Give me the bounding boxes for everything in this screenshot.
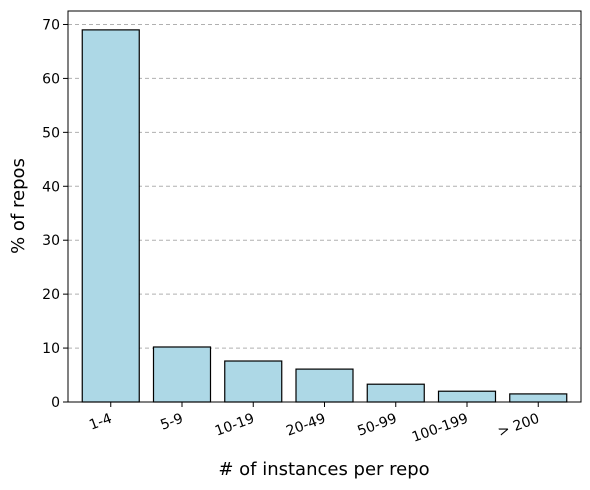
bars [81, 29, 568, 403]
x-tick-label: 20-49 [284, 411, 328, 440]
y-axis-title: % of repos [8, 158, 29, 254]
y-tick-label: 0 [51, 395, 60, 411]
x-tick-label: > 200 [496, 411, 542, 441]
bar-4 [366, 383, 425, 403]
bar-2 [224, 360, 283, 403]
x-tick-label: 10-19 [213, 411, 257, 440]
y-tick-label: 40 [42, 179, 60, 195]
x-tick-label: 1-4 [87, 411, 114, 434]
gridlines [68, 23, 581, 349]
bar-0 [81, 29, 140, 403]
y-tick-label: 20 [42, 287, 60, 303]
plot-frame [67, 10, 582, 403]
bar-3 [295, 368, 354, 403]
y-tick-label: 70 [42, 17, 60, 33]
y-tick-label: 30 [42, 233, 60, 249]
y-tick-label: 50 [42, 125, 60, 141]
x-tick-label: 50-99 [355, 411, 399, 440]
x-tick-label: 5-9 [158, 411, 185, 434]
bar-1 [152, 346, 212, 403]
x-axis-title: # of instances per repo [218, 459, 429, 480]
bar-5 [437, 390, 497, 403]
bar-6 [509, 393, 568, 403]
x-tick-label: 100-199 [410, 411, 470, 446]
y-axis-ticks: 0 10 20 30 40 50 60 70 [42, 17, 68, 411]
y-tick-label: 10 [42, 341, 60, 357]
y-tick-label: 60 [42, 71, 60, 87]
x-axis-ticks: 1-4 5-9 10-19 20-49 50-99 100-199 > 200 [87, 402, 542, 446]
